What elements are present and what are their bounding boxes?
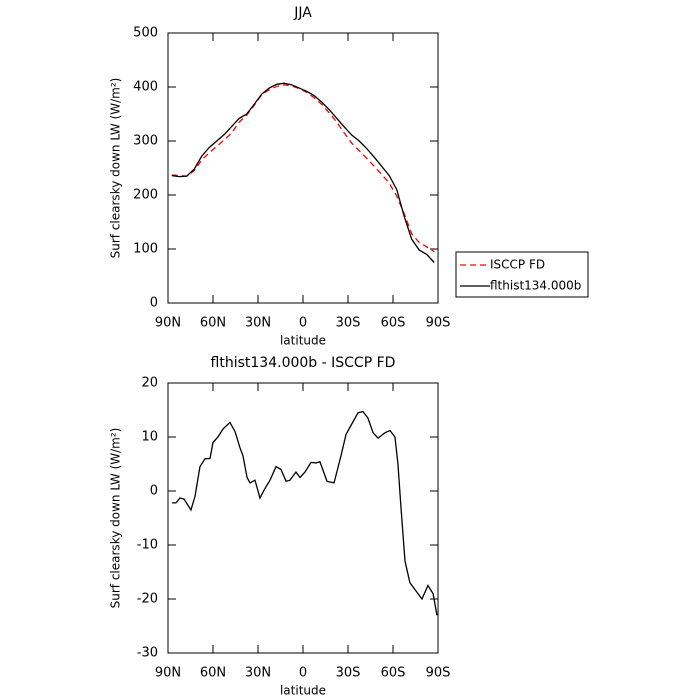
x-tick-label: 30S xyxy=(336,666,361,681)
y-tick-label: -20 xyxy=(137,592,158,607)
y-tick-label: 500 xyxy=(133,26,158,41)
x-tick-label: 60S xyxy=(381,666,406,681)
x-tick-label: 30N xyxy=(245,316,271,331)
x-tick-label: 90S xyxy=(426,316,451,331)
x-tick-label: 0 xyxy=(299,316,307,331)
legend-label: ISCCP FD xyxy=(490,258,545,272)
y-tick-label: -10 xyxy=(137,538,158,553)
y-tick-label: 10 xyxy=(141,430,158,445)
y-tick-label: 300 xyxy=(133,134,158,149)
x-tick-label: 60N xyxy=(200,666,226,681)
x-tick-label: 90N xyxy=(155,666,181,681)
y-tick-label: 0 xyxy=(150,296,158,311)
x-tick-label: 60S xyxy=(381,316,406,331)
chart-title: JJA xyxy=(293,5,312,21)
data-line xyxy=(171,84,435,253)
data-line xyxy=(171,82,435,263)
x-tick-label: 90S xyxy=(426,666,451,681)
y-tick-label: 100 xyxy=(133,242,158,257)
y-tick-label: 200 xyxy=(133,188,158,203)
y-tick-label: 0 xyxy=(150,484,158,499)
chart-title: flthist134.000b - ISCCP FD xyxy=(211,355,396,371)
legend-box xyxy=(455,251,589,298)
y-axis-label: Surf clearsky down LW (W/m²) xyxy=(109,78,123,259)
y-tick-label: 400 xyxy=(133,80,158,95)
x-tick-label: 0 xyxy=(299,666,307,681)
x-tick-label: 60N xyxy=(200,316,226,331)
x-axis-label: latitude xyxy=(280,334,326,348)
x-tick-label: 90N xyxy=(155,316,181,331)
y-axis-label: Surf clearsky down LW (W/m²) xyxy=(109,428,123,609)
x-axis-label: latitude xyxy=(280,684,326,698)
data-line xyxy=(172,410,438,616)
plot-frame xyxy=(167,32,439,304)
plot-frame xyxy=(167,382,439,654)
x-tick-label: 30N xyxy=(245,666,271,681)
legend: ISCCP FD flthist134.000b xyxy=(455,251,589,298)
y-tick-label: 20 xyxy=(141,376,158,391)
x-tick-label: 30S xyxy=(336,316,361,331)
y-tick-label: -30 xyxy=(137,646,158,661)
legend-label: flthist134.000b xyxy=(490,279,581,293)
